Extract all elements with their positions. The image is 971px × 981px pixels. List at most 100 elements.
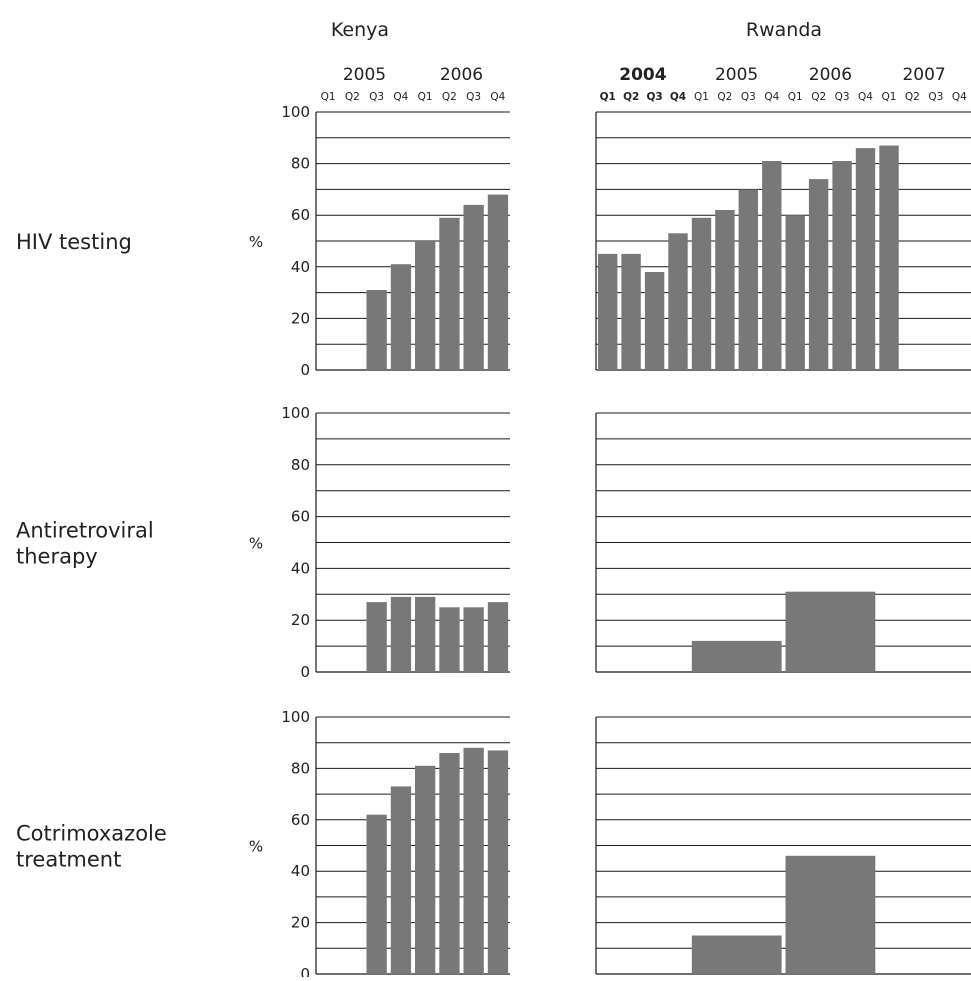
column-headers: Kenya Rwanda 2005 2006 Q1 Q2 Q3 Q4 Q1 Q2 Q3 Q4 200…: [321, 19, 967, 103]
panel-hiv-testing-rwanda-bar-2005-q3: [738, 189, 758, 370]
panel-antiretroviral-therapy-kenya-tick-label-40: 40: [291, 559, 310, 577]
panel-hiv-testing-rwanda-bar-2004-q1: [598, 253, 618, 370]
panel-hiv-testing-kenya-tick-label-60: 60: [291, 206, 310, 224]
quarter-label-rwanda-2005-q2: Q2: [717, 91, 732, 103]
panel-hiv-testing-rwanda-bar-2004-q4: [668, 233, 688, 370]
quarter-label-rwanda-2006-q3: Q3: [835, 91, 850, 103]
panel-cotrimoxazole-treatment-kenya-bar-2006-q2: [439, 753, 460, 974]
panel-antiretroviral-therapy-kenya-bar-2006-q4: [487, 602, 509, 672]
quarter-label-rwanda-2007-q1: Q1: [882, 91, 897, 103]
panel-hiv-testing-rwanda-bar-2006-q1: [785, 215, 805, 370]
panel-hiv-testing-rwanda-bar-2007-q1: [879, 145, 899, 370]
country-label-rwanda: Rwanda: [746, 19, 822, 41]
year-label-rwanda-2004: 2004: [619, 65, 666, 85]
panel-antiretroviral-therapy-kenya-tick-label-100: 100: [281, 404, 310, 422]
quarter-label-kenya-2005-q2: Q2: [345, 91, 360, 103]
panel-antiretroviral-therapy-kenya: 0 20 40 60 80 100: [281, 404, 510, 681]
quarter-label-rwanda-2006-q1: Q1: [788, 91, 803, 103]
quarter-label-rwanda-2004-q2: Q2: [623, 91, 639, 103]
quarter-label-rwanda-2007-q4: Q4: [952, 91, 967, 103]
panel-hiv-testing-kenya: 0 20 40 60 80 100: [281, 103, 510, 379]
panel-hiv-testing-rwanda-bar-2006-q3: [832, 161, 852, 370]
row-label-cotrimoxazole-treatment-line-2: treatment: [16, 848, 121, 872]
panel-hiv-testing-rwanda-bar-2004-q3: [644, 272, 665, 370]
panel-antiretroviral-therapy-kenya-bar-2006-q3: [463, 607, 484, 673]
quarter-label-rwanda-2005-q3: Q3: [741, 91, 756, 103]
panel-cotrimoxazole-treatment-rwanda-bar-2006-q1-2006-q4: [785, 855, 876, 974]
quarter-label-rwanda-2006-q2: Q2: [811, 91, 826, 103]
row-label-antiretroviral-therapy-line-2: therapy: [16, 545, 98, 569]
y-unit-label-cotrimoxazole-treatment: %: [249, 838, 263, 856]
panel-antiretroviral-therapy-kenya-tick-label-0: 0: [300, 663, 310, 681]
panel-antiretroviral-therapy-kenya-tick-label-60: 60: [291, 508, 310, 526]
year-label-rwanda-2006: 2006: [809, 65, 852, 85]
panels: 0 20 40 60 80 100 0 20 40 60 80 100 0 20 40 60 80 100: [281, 103, 971, 981]
panel-cotrimoxazole-treatment-kenya-tick-label-40: 40: [291, 862, 310, 880]
row-label-hiv-testing-line-1: HIV testing: [16, 230, 132, 254]
year-label-rwanda-2005: 2005: [715, 65, 758, 85]
quarter-label-kenya-2005-q4: Q4: [393, 91, 408, 103]
y-unit-label-hiv-testing: %: [249, 233, 263, 251]
panel-hiv-testing-kenya-tick-label-20: 20: [291, 309, 310, 327]
panel-hiv-testing-rwanda-bar-2006-q2: [808, 179, 829, 370]
panel-antiretroviral-therapy-kenya-tick-label-20: 20: [291, 611, 310, 629]
panel-antiretroviral-therapy-kenya-tick-label-80: 80: [291, 456, 310, 474]
quarter-label-kenya-2006-q4: Q4: [490, 91, 505, 103]
panel-hiv-testing-kenya-bar-2006-q4: [487, 194, 509, 370]
row-label-cotrimoxazole-treatment-line-1: Cotrimoxazole: [16, 822, 167, 846]
panel-cotrimoxazole-treatment-kenya-tick-label-80: 80: [291, 759, 310, 777]
quarter-label-kenya-2006-q2: Q2: [442, 91, 457, 103]
panel-cotrimoxazole-treatment-kenya-tick-label-0: 0: [300, 965, 310, 977]
panel-antiretroviral-therapy-rwanda: [595, 412, 971, 673]
y-unit-label-antiretroviral-therapy: %: [249, 535, 263, 553]
panel-cotrimoxazole-treatment-rwanda-bar-2005-q1-2005-q4: [691, 935, 782, 974]
panel-cotrimoxazole-treatment-kenya-tick-label-100: 100: [281, 708, 310, 726]
panel-hiv-testing-kenya-tick-label-0: 0: [300, 361, 310, 379]
year-label-rwanda-2007: 2007: [902, 65, 945, 85]
quarter-label-rwanda-2004-q1: Q1: [600, 91, 616, 103]
panel-hiv-testing-kenya-bar-2006-q1: [415, 241, 436, 370]
row-label-antiretroviral-therapy-line-1: Antiretroviral: [16, 519, 154, 543]
panel-hiv-testing-kenya-bar-2006-q2: [439, 217, 460, 370]
panel-cotrimoxazole-treatment-kenya-tick-label-20: 20: [291, 914, 310, 932]
quarter-label-kenya-2006-q3: Q3: [466, 91, 481, 103]
panel-hiv-testing-rwanda-bar-2006-q4: [855, 148, 876, 370]
quarter-label-rwanda-2007-q2: Q2: [905, 91, 920, 103]
country-label-kenya: Kenya: [331, 19, 389, 41]
panel-cotrimoxazole-treatment-kenya-bar-2006-q3: [463, 747, 484, 974]
panel-hiv-testing-kenya-tick-label-100: 100: [281, 103, 310, 121]
quarter-label-kenya-2005-q1: Q1: [321, 91, 336, 103]
panel-antiretroviral-therapy-rwanda-bar-2006-q1-2006-q4: [785, 591, 876, 672]
panel-cotrimoxazole-treatment-rwanda: [595, 716, 971, 975]
quarter-label-rwanda-2005-q4: Q4: [764, 91, 779, 103]
quarter-label-rwanda-2004-q4: Q4: [670, 91, 686, 103]
panel-cotrimoxazole-treatment-kenya-bar-2006-q1: [415, 765, 436, 974]
quarter-label-rwanda-2005-q1: Q1: [694, 91, 709, 103]
panel-antiretroviral-therapy-kenya-bar-2005-q4: [390, 596, 412, 672]
panel-hiv-testing-kenya-bar-2005-q3: [366, 290, 387, 370]
panel-antiretroviral-therapy-kenya-bar-2006-q2: [439, 607, 460, 673]
quarter-label-kenya-2006-q1: Q1: [418, 91, 433, 103]
panel-cotrimoxazole-treatment-kenya-bar-2005-q3: [366, 814, 387, 974]
panel-hiv-testing-kenya-tick-label-80: 80: [291, 155, 310, 173]
quarter-label-kenya-2005-q3: Q3: [369, 91, 384, 103]
panel-antiretroviral-therapy-kenya-bar-2006-q1: [415, 596, 436, 672]
panel-cotrimoxazole-treatment-kenya-bar-2006-q4: [487, 750, 509, 974]
quarter-label-rwanda-2006-q4: Q4: [858, 91, 873, 103]
panel-cotrimoxazole-treatment-kenya-tick-label-60: 60: [291, 811, 310, 829]
panel-hiv-testing-kenya-bar-2006-q3: [463, 204, 484, 370]
quarter-label-rwanda-2007-q3: Q3: [928, 91, 943, 103]
panel-cotrimoxazole-treatment-kenya: 0 20 40 60 80 100: [281, 708, 510, 981]
panel-hiv-testing-rwanda-bar-2005-q4: [762, 161, 782, 370]
panel-hiv-testing-rwanda-bar-2005-q1: [691, 217, 712, 370]
panel-antiretroviral-therapy-rwanda-bar-2005-q1-2005-q4: [691, 640, 782, 672]
panel-hiv-testing-kenya-bar-2005-q4: [390, 264, 412, 370]
panel-antiretroviral-therapy-kenya-bar-2005-q3: [366, 602, 387, 672]
panel-hiv-testing-rwanda: [595, 111, 971, 371]
year-label-kenya-2005: 2005: [343, 65, 386, 85]
panel-hiv-testing-rwanda-bar-2005-q2: [715, 210, 735, 370]
panel-cotrimoxazole-treatment-kenya-bar-2005-q4: [390, 786, 412, 974]
